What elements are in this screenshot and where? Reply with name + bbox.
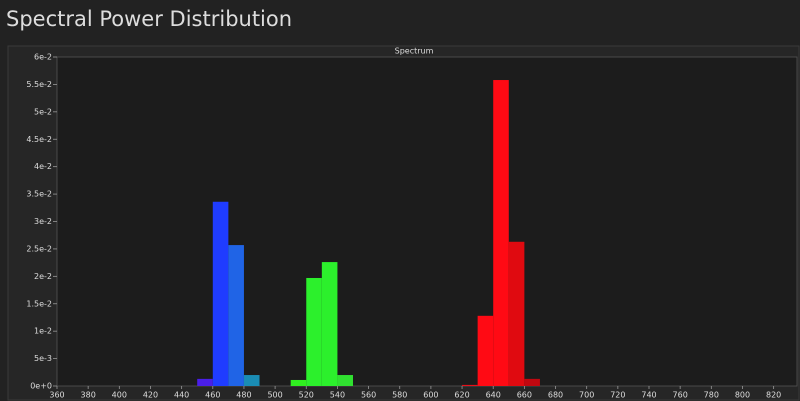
x-tick-label: 740 [641, 391, 656, 400]
y-tick-label: 0e+0 [30, 382, 52, 391]
x-tick-label: 540 [330, 391, 345, 400]
y-tick-label: 5.5e-2 [26, 80, 52, 89]
bar [462, 384, 478, 386]
bar [228, 245, 244, 386]
x-tick-label: 620 [454, 391, 469, 400]
y-tick-label: 6e-2 [34, 53, 52, 62]
x-tick-label: 420 [143, 391, 158, 400]
y-tick-label: 4e-2 [34, 162, 52, 171]
y-tick-label: 1e-2 [34, 327, 52, 336]
plot-area [56, 56, 798, 387]
x-tick-label: 380 [81, 391, 96, 400]
y-tick-label: 2e-2 [34, 272, 52, 281]
y-tick-label: 3.5e-2 [26, 190, 52, 199]
x-tick-label: 660 [517, 391, 532, 400]
bar [524, 378, 540, 386]
x-tick-label: 600 [423, 391, 438, 400]
x-tick-label: 780 [704, 391, 719, 400]
x-tick-label: 800 [735, 391, 750, 400]
x-tick-label: 440 [174, 391, 189, 400]
y-tick-label: 5e-2 [34, 107, 52, 116]
x-tick-label: 720 [610, 391, 625, 400]
y-tick-label: 1.5e-2 [26, 299, 52, 308]
bar [212, 201, 229, 386]
x-tick-label: 760 [673, 391, 688, 400]
x-tick-label: 680 [548, 391, 563, 400]
y-tick-label: 3e-2 [34, 217, 52, 226]
y-tick-label: 2.5e-2 [26, 244, 52, 253]
x-tick-label: 640 [486, 391, 501, 400]
bar [197, 378, 213, 386]
x-tick-label: 500 [267, 391, 282, 400]
bar [477, 315, 494, 386]
bar [290, 379, 307, 386]
page-title: Spectral Power Distribution [6, 7, 292, 31]
bar [337, 375, 353, 386]
x-tick-label: 820 [766, 391, 781, 400]
chart-title: Spectrum [395, 47, 434, 56]
bar [243, 375, 260, 386]
x-tick-label: 700 [579, 391, 594, 400]
x-tick-label: 560 [361, 391, 376, 400]
bar [306, 277, 322, 386]
x-tick-label: 580 [392, 391, 407, 400]
x-tick-label: 360 [49, 391, 64, 400]
y-tick-label: 5e-3 [34, 354, 52, 363]
bar [508, 241, 525, 386]
x-tick-label: 400 [112, 391, 127, 400]
x-tick-label: 520 [299, 391, 314, 400]
bar [493, 80, 509, 386]
x-tick-label: 480 [236, 391, 251, 400]
x-tick-label: 460 [205, 391, 220, 400]
bar [321, 262, 338, 386]
y-tick-label: 4.5e-2 [26, 135, 52, 144]
